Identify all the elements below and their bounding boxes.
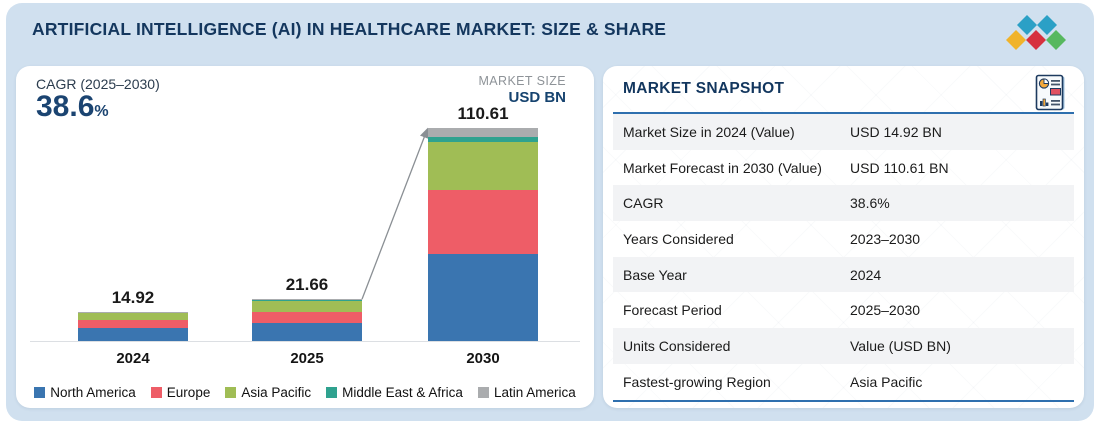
- stacked-bar-chart: 14.92 2024 21.66 2025 110.61 2030: [16, 66, 594, 408]
- x-axis-label-2024: 2024: [116, 350, 150, 367]
- chart-legend: North America Europe Asia Pacific Middle Ea…: [16, 385, 594, 400]
- legend-swatch: [225, 387, 237, 398]
- bar-segment-middle-east-africa: [252, 300, 362, 302]
- legend-item-asia-pacific: Asia Pacific: [225, 385, 311, 400]
- row-value: 2023–2030: [850, 230, 921, 247]
- row-label: Units Considered: [623, 337, 731, 354]
- bar-value-label: 110.61: [457, 104, 509, 123]
- snapshot-row-cagr: CAGR 38.6%: [613, 185, 1074, 222]
- bar-2030: [428, 128, 538, 341]
- bar-segment-middle-east-africa: [78, 312, 188, 314]
- row-label: Fastest-growing Region: [623, 373, 771, 390]
- legend-item-middle-east-africa: Middle East & Africa: [326, 385, 463, 400]
- row-value: Asia Pacific: [850, 373, 923, 390]
- page-title: ARTIFICIAL INTELLIGENCE (AI) IN HEALTHCA…: [32, 19, 667, 39]
- bar-2024: [78, 312, 188, 341]
- snapshot-table: Market Size in 2024 (Value) USD 14.92 BN M…: [613, 114, 1074, 402]
- bar-segment-asia-pacific: [78, 313, 188, 321]
- snapshot-row-base-year: Base Year 2024: [613, 256, 1074, 293]
- legend-swatch: [150, 387, 162, 398]
- bar-2025: [252, 299, 362, 341]
- bar-segment-europe: [252, 311, 362, 324]
- snapshot-row-units-considered: Units Considered Value (USD BN): [613, 328, 1074, 364]
- snapshot-row-fastest-growing-region: Fastest-growing Region Asia Pacific: [613, 364, 1074, 400]
- snapshot-row-market-size-in-2024-value: Market Size in 2024 (Value) USD 14.92 BN: [613, 114, 1074, 150]
- chart-panel: CAGR (2025–2030) 38.6% MARKET SIZE USD B…: [16, 66, 594, 408]
- bar-value-label: 14.92: [111, 288, 155, 308]
- bar-segment-asia-pacific: [428, 141, 538, 190]
- bar-value-label: 21.66: [285, 275, 329, 295]
- snapshot-row-years-considered: Years Considered 2023–2030: [613, 221, 1074, 257]
- legend-label: Europe: [166, 385, 211, 400]
- legend-item-europe: Europe: [150, 385, 211, 400]
- row-label: Years Considered: [623, 230, 734, 247]
- percent-sign: %: [94, 103, 109, 120]
- legend-swatch: [477, 387, 489, 398]
- row-value: 2025–2030: [850, 302, 921, 319]
- market-size-label: MARKET SIZE: [478, 74, 566, 88]
- snapshot-row-market-forecast-in-2030-value: Market Forecast in 2030 (Value) USD 110.6…: [613, 150, 1074, 186]
- legend-swatch: [34, 387, 46, 398]
- snapshot-divider-top: [613, 112, 1074, 114]
- row-value: 2024: [850, 266, 882, 283]
- row-value: USD 14.92 BN: [850, 123, 942, 140]
- cagr-value: 38.6%: [36, 90, 109, 123]
- bar-segment-middle-east-africa: [428, 136, 538, 142]
- x-axis-label-2030: 2030: [466, 350, 500, 367]
- legend-item-latin-america: Latin America: [477, 385, 576, 400]
- bar-segment-north-america: [252, 323, 362, 341]
- row-label: Market Forecast in 2030 (Value): [623, 159, 822, 176]
- row-value: Value (USD BN): [850, 337, 951, 354]
- snapshot-title: MARKET SNAPSHOT: [623, 80, 785, 97]
- bar-segment-latin-america: [252, 299, 362, 301]
- legend-item-north-america: North America: [34, 385, 136, 400]
- bar-segment-north-america: [78, 328, 188, 341]
- legend-label: Latin America: [493, 385, 576, 400]
- report-document-icon: [1035, 74, 1065, 111]
- market-size-unit: USD BN: [508, 89, 566, 106]
- legend-label: Asia Pacific: [241, 385, 312, 400]
- brand-logo-icon: [1006, 15, 1066, 50]
- legend-swatch: [326, 387, 338, 398]
- x-axis-label-2025: 2025: [290, 350, 324, 367]
- legend-label: Middle East & Africa: [342, 385, 463, 400]
- snapshot-row-forecast-period: Forecast Period 2025–2030: [613, 292, 1074, 328]
- bar-segment-north-america: [428, 253, 538, 341]
- market-snapshot-panel: MARKET SNAPSHOT Market Size in 2024 (Val…: [603, 66, 1084, 408]
- row-label: Forecast Period: [623, 302, 722, 319]
- row-label: Base Year: [623, 266, 687, 283]
- bar-segment-asia-pacific: [252, 301, 362, 312]
- row-label: Market Size in 2024 (Value): [623, 123, 795, 140]
- bar-segment-europe: [78, 320, 188, 329]
- row-label: CAGR: [623, 195, 664, 212]
- market-size-caption: MARKET SIZE USD BN: [478, 74, 566, 106]
- x-axis-line: [30, 341, 580, 342]
- bar-segment-latin-america: [78, 312, 188, 313]
- cagr-label: CAGR (2025–2030): [36, 76, 160, 92]
- bar-segment-latin-america: [428, 128, 538, 137]
- row-value: 38.6%: [850, 195, 890, 212]
- bar-segment-europe: [428, 189, 538, 254]
- legend-label: North America: [50, 385, 136, 400]
- row-value: USD 110.61 BN: [850, 159, 949, 176]
